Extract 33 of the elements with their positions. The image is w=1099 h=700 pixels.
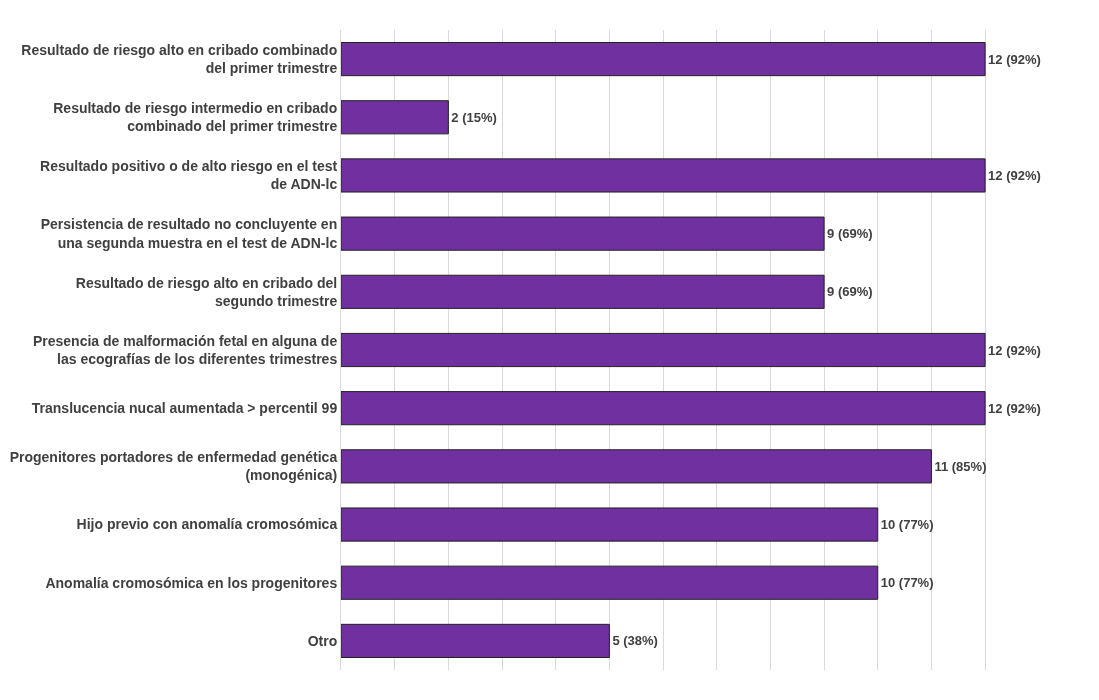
y-tick-label: Resultado de riesgo intermedio en cribado combinado del primer trimestre [53, 100, 338, 135]
data-label: 9 (69%) [827, 284, 873, 300]
data-label: 10 (77%) [880, 575, 934, 591]
data-label: 12 (92%) [988, 167, 1041, 183]
bar [341, 623, 610, 658]
data-label: 10 (77%) [880, 517, 934, 533]
bar [341, 216, 825, 251]
y-tick-label: Persistencia de resultado no concluyente en una segunda muestra en el test de ADN-lc [40, 216, 338, 251]
y-tick-label: Resultado de riesgo alto en cribado combinado del primer trimestre [21, 41, 338, 77]
bar [341, 100, 449, 135]
bar [341, 507, 879, 542]
data-label: 5 (38%) [612, 633, 658, 649]
y-tick-label: Resultado positivo o de alto riesgo en el test de ADN-lc [40, 158, 338, 193]
bar [341, 158, 986, 193]
data-label: 9 (69%) [827, 226, 873, 242]
y-tick-label: Otro [307, 632, 338, 649]
bar [341, 391, 986, 426]
bar [341, 42, 986, 77]
y-tick-label: Presencia de malformación fetal en alguna de las ecografías de los diferentes trimestres [32, 332, 338, 367]
bar [341, 565, 879, 600]
data-label: 12 (92%) [988, 400, 1041, 416]
bar [341, 449, 932, 484]
y-tick-label: Translucencia nucal aumentada > percentil 99 [31, 400, 338, 417]
bar [341, 332, 986, 368]
data-label: 12 (92%) [988, 342, 1041, 358]
y-tick-label: Resultado de riesgo alto en cribado del segundo trimestre [75, 274, 338, 309]
data-label: 2 (15%) [451, 109, 497, 125]
y-tick-label: Hijo previo con anomalía cromosómica [76, 516, 338, 533]
data-label: 12 (92%) [988, 51, 1041, 67]
data-label: 11 (85%) [934, 458, 987, 474]
y-tick-label: Progenitores portadores de enfermedad genética (monogénica) [9, 449, 338, 484]
y-tick-label: Anomalía cromosómica en los progenitores [45, 574, 338, 591]
bar [341, 274, 825, 309]
